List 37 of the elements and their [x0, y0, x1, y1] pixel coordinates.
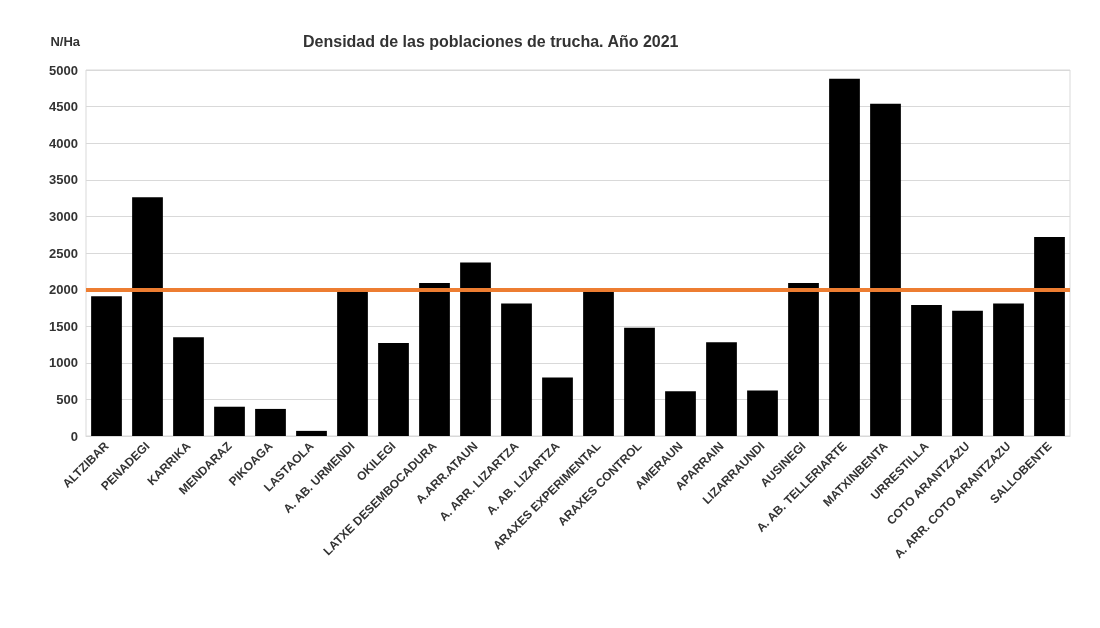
bar: [993, 303, 1024, 436]
bar: [255, 408, 286, 436]
bar: [624, 327, 655, 436]
bar: [214, 406, 245, 436]
y-tick-label: 4500: [49, 99, 78, 115]
y-tick-label: 4000: [49, 135, 78, 151]
chart-title: Densidad de las poblaciones de trucha. Año 2021: [303, 32, 679, 50]
bar: [911, 304, 942, 436]
bar: [501, 303, 532, 436]
bar: [706, 342, 737, 436]
y-tick-label: 3000: [49, 208, 78, 224]
bar: [419, 283, 450, 436]
bar: [747, 390, 778, 436]
bar: [788, 283, 819, 436]
bar: [1034, 236, 1065, 436]
y-tick-label: 2000: [49, 282, 78, 298]
y-tick-label: 0: [70, 428, 78, 444]
bar: [829, 78, 860, 436]
bar: [952, 310, 983, 436]
bar: [173, 337, 204, 436]
y-tick-label: 2500: [49, 245, 78, 261]
bar: [296, 430, 327, 436]
bar: [542, 377, 573, 436]
y-tick-label: 1500: [49, 318, 78, 334]
y-tick-label: 5000: [49, 62, 78, 78]
y-tick-label: 500: [56, 391, 78, 407]
y-axis-title: N/Ha: [50, 34, 81, 49]
bar: [91, 296, 122, 436]
bar: [378, 343, 409, 436]
y-tick-label: 3500: [49, 172, 78, 188]
bar: [337, 289, 368, 436]
bar: [870, 103, 901, 436]
bar: [132, 197, 163, 436]
bar: [583, 289, 614, 436]
bar: [665, 391, 696, 436]
y-tick-label: 1000: [49, 355, 78, 371]
bar: [460, 262, 491, 436]
